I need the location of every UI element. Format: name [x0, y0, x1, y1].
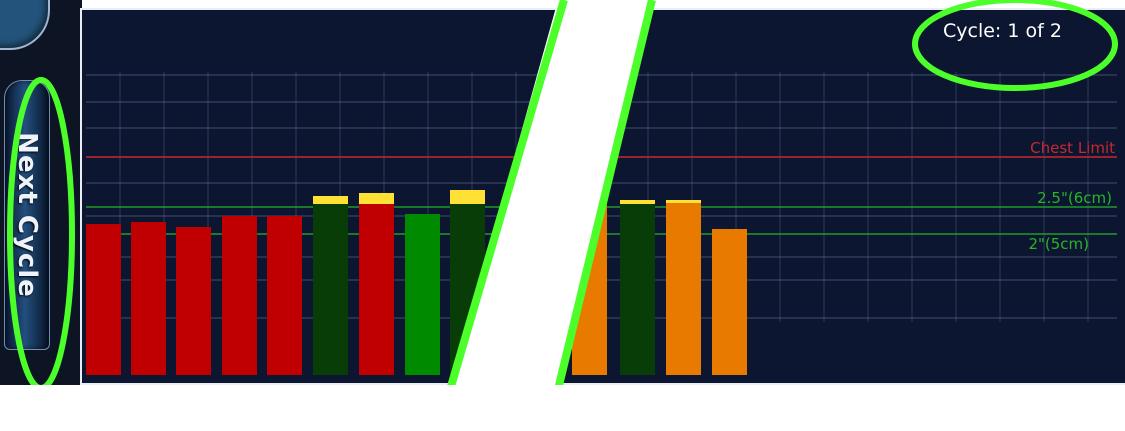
compression-bar [666, 203, 701, 375]
cycle-counter-highlight [912, 0, 1118, 91]
recoil-cap [620, 200, 655, 204]
break-slash-edge-left [434, 0, 568, 431]
recoil-cap [313, 196, 348, 204]
compression-bar [313, 204, 348, 375]
recoil-cap [450, 190, 485, 204]
break-slash [438, 0, 650, 431]
depth-lower-label: 2"(5cm) [1028, 235, 1089, 253]
compression-bars [86, 190, 747, 375]
recoil-cap [666, 200, 701, 203]
compression-bar [620, 204, 655, 375]
recoil-cap [359, 193, 394, 204]
next-cycle-highlight [7, 77, 75, 391]
compression-bar [176, 227, 211, 375]
compression-bar [86, 224, 121, 375]
cycle-counter: Cycle: 1 of 2 [943, 20, 1062, 42]
compression-bar [359, 204, 394, 375]
break-slash-edge-right [544, 0, 656, 431]
compression-bar [712, 229, 747, 375]
chest-limit-label: Chest Limit [1030, 139, 1115, 157]
compression-bar [222, 216, 257, 375]
depth-upper-label: 2.5"(6cm) [1037, 189, 1112, 207]
compression-bar [267, 216, 302, 375]
compression-bar [131, 222, 166, 375]
compression-bar [405, 214, 440, 375]
bottom-strip [0, 385, 1125, 431]
